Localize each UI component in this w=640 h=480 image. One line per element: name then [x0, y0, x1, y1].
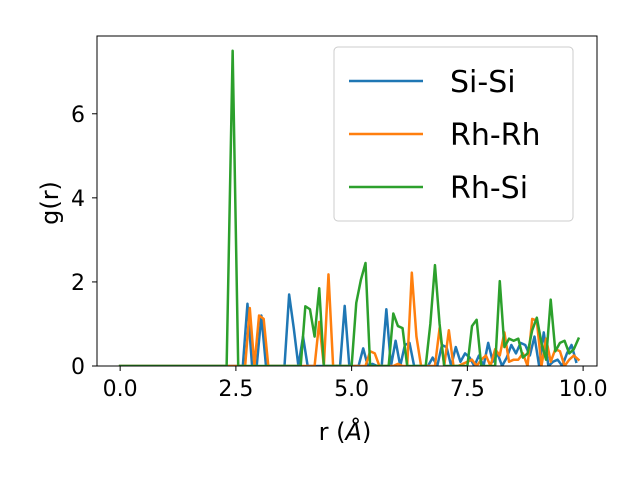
x-tick-label: 10.0	[559, 377, 608, 402]
x-tick-label: 7.5	[450, 377, 485, 402]
plot-area	[118, 49, 581, 366]
y-axis-label: g(r)	[36, 181, 64, 225]
legend-label-rh-si: Rh-Si	[450, 171, 528, 206]
legend-label-si-si: Si-Si	[450, 65, 516, 100]
series-line-si-si	[118, 293, 578, 366]
x-tick-label: 5.0	[334, 377, 369, 402]
series-line-rh-rh	[118, 271, 581, 366]
series-layer	[118, 49, 581, 366]
y-tick-label: 4	[71, 187, 85, 212]
y-tick-label: 6	[71, 103, 85, 128]
x-tick-label: 0.0	[103, 377, 138, 402]
y-tick-label: 2	[71, 271, 85, 296]
plot-frame	[96, 35, 598, 367]
y-tick-label: 0	[71, 355, 85, 380]
x-axis-label: r (Å)	[319, 417, 372, 446]
legend-label-rh-rh: Rh-Rh	[450, 118, 541, 153]
series-line-rh-si	[118, 49, 581, 366]
x-axis: 0.0 2.5 5.0 7.5 10.0	[103, 366, 608, 402]
legend-frame	[333, 46, 574, 222]
legend: Si-Si Rh-Rh Rh-Si	[333, 46, 574, 222]
y-axis: 0 2 4 6	[71, 103, 97, 380]
x-tick-label: 2.5	[218, 377, 253, 402]
